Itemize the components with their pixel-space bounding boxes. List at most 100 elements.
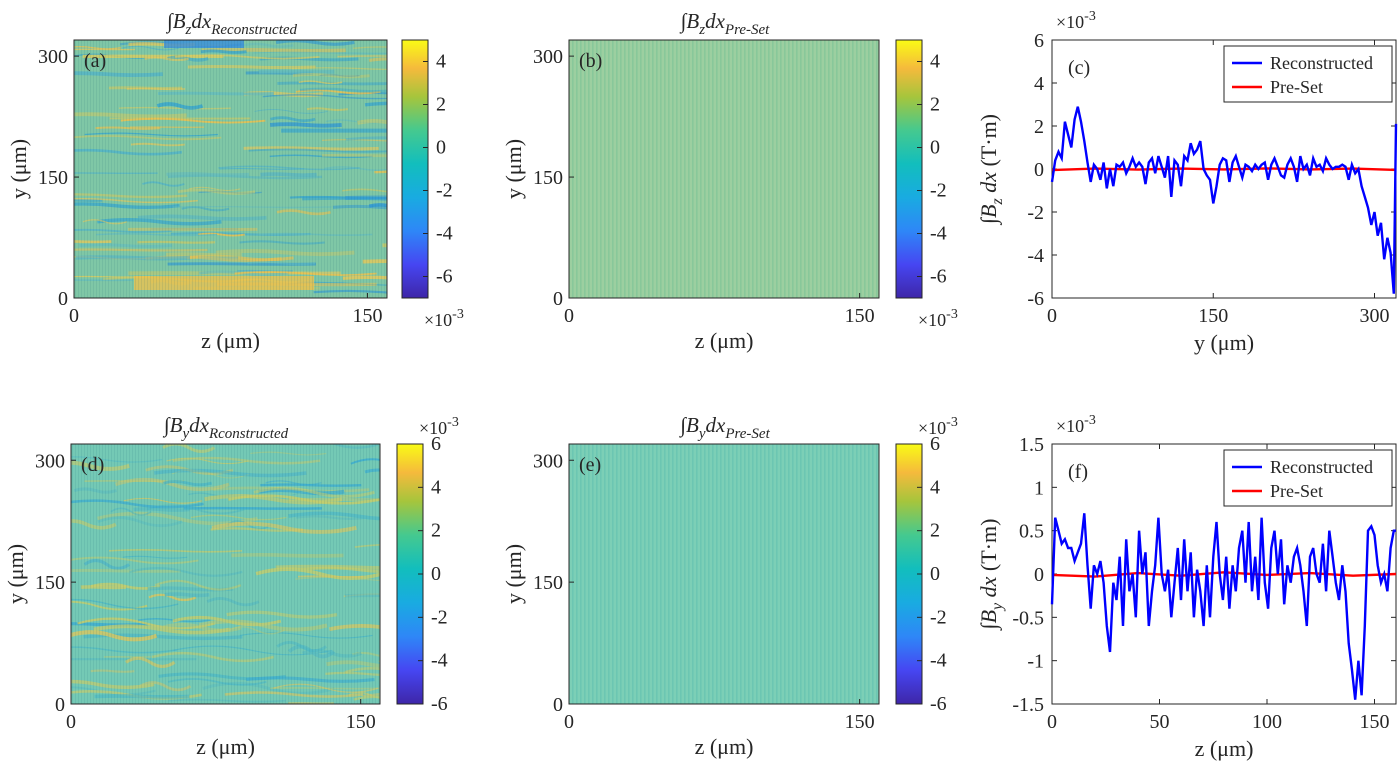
ylabel-unit: (T·m) xyxy=(976,519,1001,577)
colorbar-tick-label: -4 xyxy=(930,650,947,672)
title-variable: B xyxy=(686,413,699,437)
y-tick-label: 6 xyxy=(1034,30,1044,52)
y-tick-label: 0 xyxy=(553,288,563,310)
colorbar-multiplier: ×10-3 xyxy=(918,307,958,330)
title-dx: dx xyxy=(191,9,212,33)
title-variable: B xyxy=(686,9,699,33)
colorbar-tick-label: 4 xyxy=(930,51,940,73)
multiplier-exponent: -3 xyxy=(1084,413,1096,428)
panel-b: 0 150 300 0 150 z (μm) y (μm) (b) ∫BzdxPre-Set 4 2… xyxy=(501,9,958,353)
multiplier-exponent: -3 xyxy=(452,307,464,322)
axes-frame xyxy=(568,443,880,705)
x-axis-label: y (μm) xyxy=(1194,330,1254,355)
x-tick-label: 150 xyxy=(845,305,875,327)
x-axis-label: z (μm) xyxy=(695,328,754,353)
title-tail: Pre-Set xyxy=(724,426,770,442)
x-tick-label: 0 xyxy=(1047,305,1057,327)
colorbar-tick-label: -2 xyxy=(431,606,448,628)
title-subscript: y xyxy=(180,426,189,442)
multiplier-base: ×10 xyxy=(1056,12,1084,32)
panel-title: ∫BydxRconstructed xyxy=(162,413,289,442)
y-axis-label: ∫Bz dx (T·m) xyxy=(976,114,1006,226)
texture-stroke xyxy=(362,692,380,698)
legend-box xyxy=(1223,45,1393,103)
y-tick-label: 0.5 xyxy=(1019,521,1044,543)
legend-entry: Reconstructed xyxy=(1270,53,1373,73)
colorbar-tick-label: 4 xyxy=(431,476,441,498)
title-subscript: y xyxy=(697,426,706,442)
title-tail: Pre-Set xyxy=(724,22,770,38)
y-tick-label: 300 xyxy=(38,46,68,68)
colorbar-tick-label: -6 xyxy=(930,266,947,288)
y-tick-label: 150 xyxy=(533,167,563,189)
ylabel-dx: dx xyxy=(976,576,1001,603)
panel-title: ∫BzdxPre-Set xyxy=(679,9,771,38)
panel-title: ∫BzdxReconstructed xyxy=(165,9,298,38)
y-tick-label: 4 xyxy=(1034,73,1044,95)
y-axis-label: y (μm) xyxy=(501,544,526,604)
x-tick-label: 50 xyxy=(1150,711,1170,733)
panel-label: (e) xyxy=(579,454,601,476)
legend-entry: Pre-Set xyxy=(1270,481,1323,501)
colorbar-tick-label: 2 xyxy=(930,94,940,116)
x-tick-label: 0 xyxy=(66,711,76,733)
y-axis-label: ∫By dx (T·m) xyxy=(976,519,1006,632)
title-dx: dx xyxy=(189,413,210,437)
panel-label: (a) xyxy=(84,50,106,72)
colorbar-tick-label: -2 xyxy=(930,606,947,628)
ylabel-unit: (T·m) xyxy=(976,114,1001,172)
ylabel-integral: ∫ xyxy=(976,621,1002,631)
stripe-overlay xyxy=(71,444,380,704)
series-line-reconstructed xyxy=(1050,106,1398,294)
colorbar-tick-label: 6 xyxy=(431,433,441,455)
y-tick-label: -0.5 xyxy=(1012,607,1044,629)
x-tick-label: 100 xyxy=(1252,711,1282,733)
x-tick-label: 0 xyxy=(564,711,574,733)
colorbar xyxy=(401,39,429,299)
y-tick-label: 0 xyxy=(553,694,563,716)
x-tick-label: 300 xyxy=(1360,305,1390,327)
title-subscript: z xyxy=(698,22,705,38)
y-tick-label: 150 xyxy=(533,572,563,594)
colorbar-tick-label: 4 xyxy=(436,51,446,73)
colorbar-tick-label: 0 xyxy=(431,563,441,585)
ylabel-dx: dx xyxy=(976,172,1001,199)
colorbar-tick-label: 2 xyxy=(431,520,441,542)
y-tick-label: 300 xyxy=(533,46,563,68)
x-tick-label: 150 xyxy=(346,711,376,733)
multiplier-base: ×10 xyxy=(419,418,447,438)
y-tick-label: 0 xyxy=(58,288,68,310)
axis-multiplier: ×10-3 xyxy=(1056,9,1096,32)
colorbar-tick-label: -2 xyxy=(930,180,947,202)
panel-label: (d) xyxy=(81,454,104,476)
y-tick-label: -4 xyxy=(1027,245,1044,267)
title-dx: dx xyxy=(706,413,727,437)
multiplier-exponent: -3 xyxy=(1084,9,1096,24)
axes-frame xyxy=(568,39,880,299)
multiplier-base: ×10 xyxy=(1056,416,1084,436)
ylabel-integral: ∫ xyxy=(976,216,1002,226)
colorbar-tick-label: -4 xyxy=(930,223,947,245)
y-tick-label: 1.5 xyxy=(1019,434,1044,456)
multiplier-base: ×10 xyxy=(424,310,452,330)
colorbar-tick-label: 4 xyxy=(930,476,940,498)
x-tick-label: 0 xyxy=(564,305,574,327)
legend-box xyxy=(1223,449,1393,507)
legend-entry: Reconstructed xyxy=(1270,457,1373,477)
panel-label: (c) xyxy=(1068,57,1090,79)
colorbar-tick-label: -6 xyxy=(930,693,947,715)
y-tick-label: -2 xyxy=(1027,202,1044,224)
y-tick-label: 1 xyxy=(1034,477,1044,499)
y-tick-label: -6 xyxy=(1027,288,1044,310)
y-tick-label: 300 xyxy=(533,450,563,472)
colorbar-tick-label: 0 xyxy=(930,137,940,159)
colorbar-tick-label: 2 xyxy=(930,520,940,542)
title-integral: ∫ xyxy=(165,9,174,34)
title-integral: ∫ xyxy=(162,413,171,438)
axes-frame xyxy=(70,443,381,705)
y-tick-label: 150 xyxy=(38,167,68,189)
heatmap-field xyxy=(569,40,879,298)
